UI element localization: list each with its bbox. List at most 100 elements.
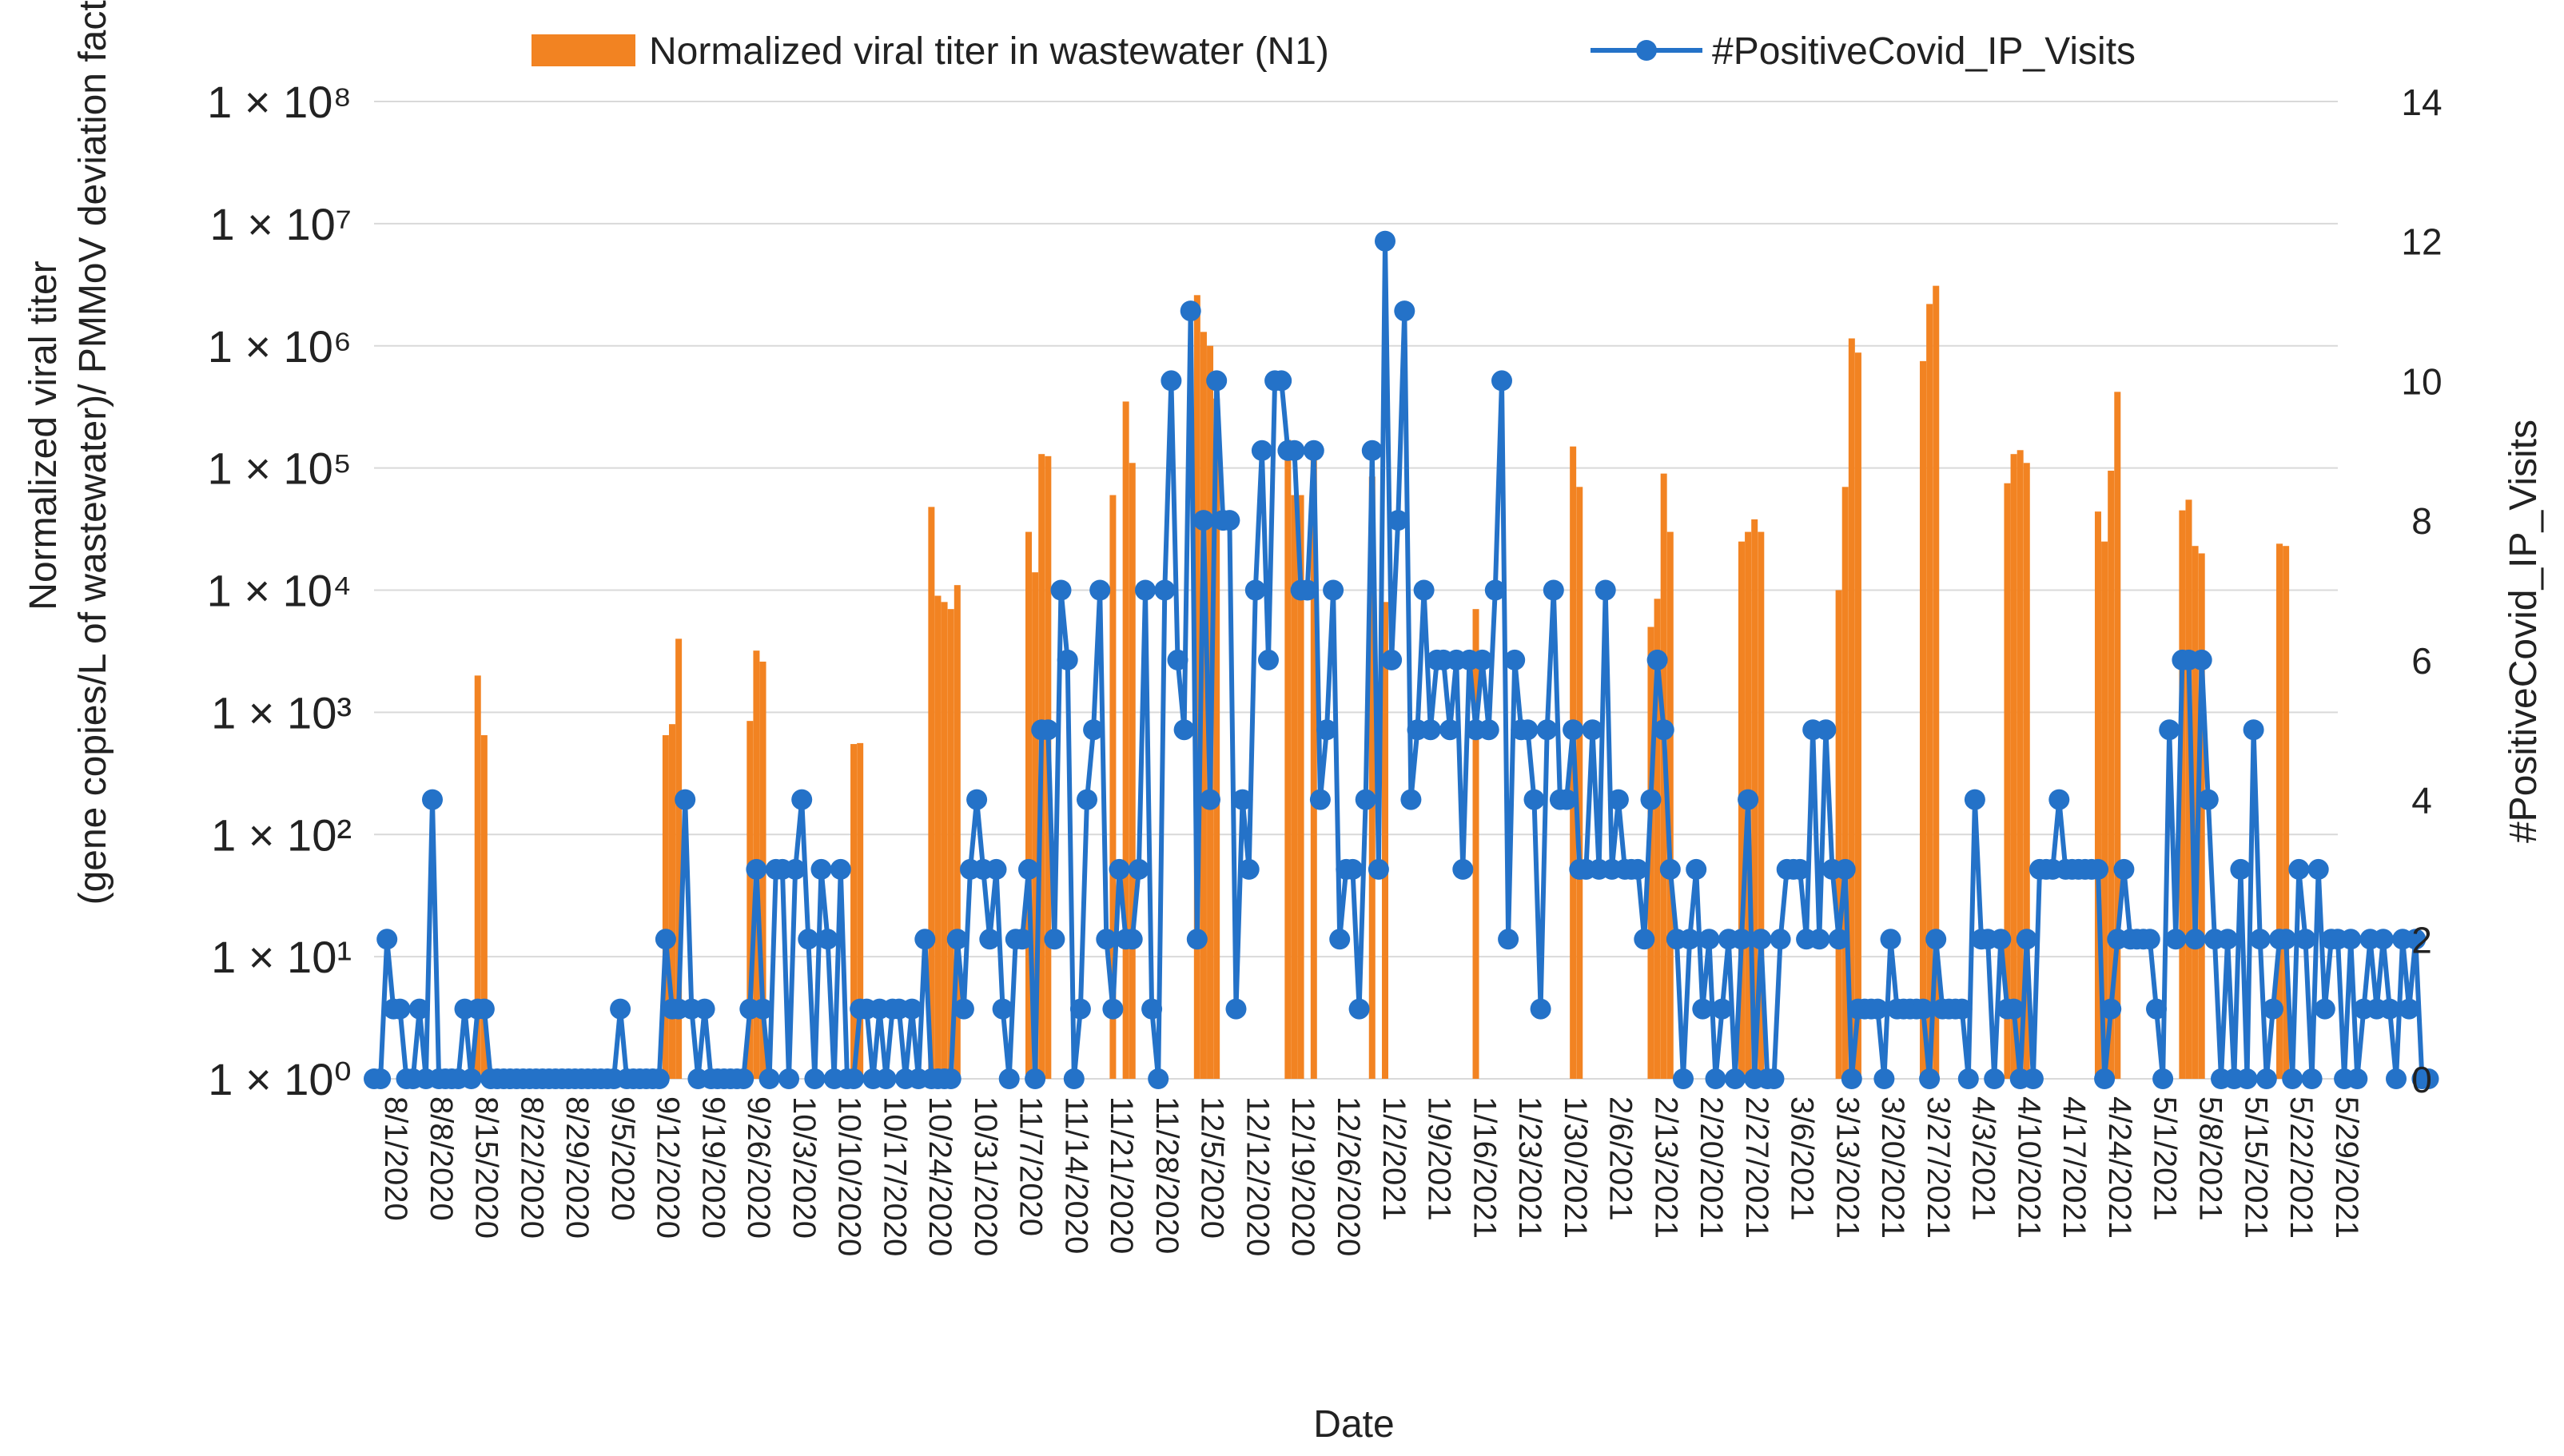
x-tick-label: 1/2/2021: [1376, 1096, 1411, 1221]
bar: [2010, 454, 2017, 1079]
line-point: [389, 998, 411, 1020]
line-point: [985, 858, 1007, 880]
line-point: [2217, 929, 2239, 950]
line-point: [2113, 858, 2135, 880]
bar: [1926, 304, 1933, 1080]
line-point: [2094, 1068, 2116, 1089]
bar: [928, 507, 935, 1079]
line-point: [1361, 440, 1383, 461]
bar: [2179, 510, 2186, 1079]
x-axis-ticks: 8/1/2020 8/8/2020 8/15/2020 8/22/2020 8/29/2…: [378, 1096, 2364, 1256]
line-point: [1057, 649, 1078, 670]
line-point: [1413, 579, 1435, 601]
line-point: [1634, 929, 1655, 950]
x-tick-label: 8/29/2020: [559, 1096, 595, 1239]
line-point: [1841, 1068, 1862, 1089]
line-point: [1873, 1068, 1895, 1089]
line-point: [460, 1068, 482, 1089]
line-point: [1919, 1068, 1941, 1089]
line-point: [1200, 789, 1220, 810]
line-point: [1913, 998, 1933, 1020]
x-tick-label: 5/1/2021: [2148, 1096, 2183, 1221]
line-point: [2159, 719, 2180, 741]
line-point: [2399, 998, 2420, 1020]
line-point: [2236, 1068, 2258, 1089]
right-axis-title: #PositiveCovid_IP_Visits: [2502, 420, 2545, 843]
line-point: [1543, 579, 1564, 601]
line-point: [1536, 719, 1558, 741]
line-point: [1381, 649, 1403, 670]
line-point: [408, 998, 430, 1020]
line-point: [2249, 929, 2271, 950]
line-point: [2184, 929, 2206, 950]
line-point: [2275, 929, 2297, 950]
line-point: [2372, 929, 2394, 950]
x-tick-label: 8/15/2020: [469, 1096, 504, 1239]
bar: [2198, 553, 2205, 1079]
right-axis-ticks: 0 2 4 6 8 10 12 14: [2401, 82, 2442, 1100]
line-point: [1828, 929, 1849, 950]
line-point: [694, 998, 715, 1020]
x-tick-label: 9/26/2020: [741, 1096, 776, 1239]
bar: [934, 595, 942, 1079]
bar: [1284, 440, 1292, 1079]
bar: [1841, 487, 1849, 1079]
line-point: [2191, 649, 2212, 670]
left-axis-title: Normalized viral titer (gene copies/L of…: [22, 0, 114, 905]
line-point: [752, 998, 774, 1020]
bar: [1854, 352, 1861, 1080]
gridlines: [374, 101, 2338, 1080]
line-point: [758, 1068, 780, 1089]
x-tick-label: 9/12/2020: [651, 1096, 686, 1239]
x-tick-label: 10/31/2020: [968, 1096, 1003, 1256]
x-tick-label: 2/27/2021: [1739, 1096, 1774, 1239]
line-point: [370, 1068, 392, 1089]
line-point: [1640, 789, 1662, 810]
line-point: [1368, 858, 1389, 880]
bar: [1129, 463, 1136, 1079]
line-point: [1880, 929, 1901, 950]
line-point: [1089, 579, 1111, 601]
line-point: [422, 789, 443, 810]
bar: [1758, 531, 1765, 1079]
x-tick-label: 5/8/2021: [2192, 1096, 2228, 1221]
line-point: [1323, 579, 1344, 601]
line-point: [1219, 510, 1240, 531]
line-point: [1686, 858, 1707, 880]
line-point: [1523, 789, 1545, 810]
x-tick-label: 10/3/2020: [786, 1096, 822, 1239]
line-point: [1530, 998, 1551, 1020]
line-point: [2314, 998, 2335, 1020]
line-point: [785, 858, 806, 880]
line-point: [1148, 1068, 1169, 1089]
bar: [1368, 476, 1376, 1079]
x-tick-label: 3/27/2021: [1921, 1096, 1956, 1239]
line-point: [376, 929, 398, 950]
line-point: [1471, 649, 1493, 670]
x-tick-label: 4/24/2021: [2102, 1096, 2137, 1239]
bar: [1738, 541, 1745, 1079]
bar: [2114, 392, 2121, 1079]
line-point: [2301, 1068, 2323, 1089]
line-point: [1790, 858, 1810, 880]
line-point: [1303, 440, 1324, 461]
line-point: [1738, 789, 1759, 810]
bar: [2108, 471, 2115, 1079]
line-point: [791, 789, 813, 810]
bar: [1647, 627, 1654, 1079]
bar: [2094, 511, 2101, 1079]
line-point: [1595, 579, 1616, 601]
right-tick-label: 10: [2401, 360, 2442, 402]
x-tick-label: 10/10/2020: [832, 1096, 867, 1256]
x-tick-label: 11/28/2020: [1149, 1096, 1184, 1254]
x-tick-label: 1/9/2021: [1422, 1096, 1457, 1221]
x-tick-label: 8/1/2020: [378, 1096, 413, 1221]
line-point: [1419, 719, 1441, 741]
legend-bar-label: Normalized viral titer in wastewater (N1…: [649, 30, 1329, 73]
line-point: [1582, 719, 1603, 741]
bar: [1848, 338, 1855, 1079]
line-point: [1809, 929, 1830, 950]
line-point: [1646, 649, 1668, 670]
line-point: [1154, 579, 1176, 601]
